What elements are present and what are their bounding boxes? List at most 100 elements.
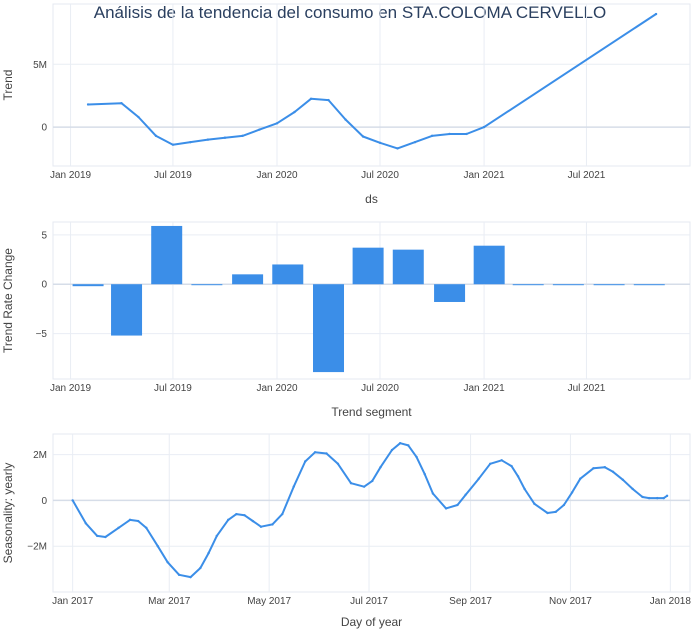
data-point	[336, 462, 340, 465]
bar	[151, 225, 183, 285]
bar	[593, 284, 625, 286]
x-tick-label: Jan 2020	[256, 170, 298, 181]
series-line	[87, 13, 658, 150]
bar	[111, 284, 143, 336]
data-point	[665, 494, 669, 498]
data-point	[611, 470, 615, 473]
x-tick-label: Jul 2017	[350, 596, 388, 607]
bar	[473, 245, 505, 285]
data-point	[464, 493, 467, 496]
data-point	[510, 464, 513, 468]
data-point	[546, 511, 549, 515]
x-tick-label: Jan 2019	[50, 383, 92, 394]
data-point	[662, 496, 665, 500]
data-point	[104, 535, 107, 539]
x-tick-label: Jul 2021	[568, 383, 606, 394]
data-point	[71, 499, 74, 502]
data-point	[207, 551, 210, 555]
bar	[313, 284, 345, 373]
data-point	[189, 575, 192, 579]
x-tick-label: Jul 2020	[361, 383, 399, 394]
y-tick-label: 0	[41, 123, 47, 134]
bar	[512, 284, 544, 286]
data-point	[154, 134, 158, 138]
data-point	[533, 502, 536, 506]
data-point	[448, 132, 451, 136]
panel-2: Jan 2019 Jul 2019 Jan 2020 Jul 2020 Jan 2021…	[1, 221, 691, 419]
y-axis-title: Seasonality: yearly	[1, 463, 15, 564]
data-point	[456, 503, 459, 507]
data-point	[621, 478, 625, 481]
data-point	[117, 526, 120, 530]
x-tick-label: Jul 2021	[568, 170, 606, 181]
data-point	[223, 136, 227, 139]
data-point	[654, 12, 658, 16]
data-point	[523, 487, 526, 491]
data-point	[313, 451, 317, 454]
data-point	[398, 441, 402, 445]
y-tick-label: −5	[36, 329, 48, 340]
bar	[434, 284, 466, 302]
bar	[232, 274, 264, 285]
x-axis-title: Day of year	[341, 615, 402, 629]
data-point	[137, 115, 140, 119]
y-axis-title: Trend	[1, 70, 15, 101]
x-tick-label: Jan 2021	[464, 383, 506, 394]
data-point	[281, 512, 284, 516]
data-point	[136, 519, 140, 523]
x-tick-label: Nov 2017	[549, 596, 592, 607]
data-point	[271, 523, 274, 526]
data-point	[215, 534, 218, 538]
data-point	[489, 462, 492, 465]
data-point	[378, 141, 382, 144]
x-tick-label: Jan 2018	[650, 596, 692, 607]
y-tick-label: 5	[41, 230, 47, 241]
x-tick-label: Mar 2017	[148, 596, 191, 607]
data-point	[407, 444, 410, 447]
data-point	[562, 503, 566, 507]
x-tick-label: Sep 2017	[449, 596, 492, 607]
data-point	[423, 472, 426, 476]
x-axis-title: ds	[365, 192, 378, 206]
bar	[72, 284, 104, 287]
data-point	[241, 134, 244, 138]
data-point	[647, 496, 651, 500]
data-point	[362, 485, 366, 488]
series-line	[71, 442, 669, 579]
data-point	[554, 510, 557, 514]
data-point	[431, 492, 435, 495]
data-point	[477, 477, 480, 480]
data-point	[177, 573, 181, 577]
bar	[633, 284, 665, 286]
data-point	[579, 477, 582, 480]
data-point	[603, 466, 607, 469]
x-tick-label: Jan 2020	[256, 383, 298, 394]
chart-title: Análisis de la tendencia del consumo en …	[94, 3, 606, 22]
data-point	[390, 448, 394, 452]
plot-frame	[52, 433, 691, 593]
x-tick-label: Jan 2017	[52, 596, 94, 607]
data-point	[415, 455, 418, 459]
x-tick-label: Jul 2020	[361, 170, 399, 181]
data-point	[349, 482, 353, 485]
data-point	[482, 125, 486, 129]
x-tick-label: Jan 2019	[50, 170, 92, 181]
data-point	[379, 466, 382, 469]
data-point	[145, 526, 148, 530]
data-point	[641, 495, 644, 499]
plot-frame	[52, 3, 691, 167]
panel-3: Jan 2017 Mar 2017 May 2017 Jul 2017 Sep 2017…	[1, 433, 692, 629]
data-point	[396, 147, 399, 150]
data-point	[251, 519, 254, 523]
data-point	[86, 103, 90, 106]
y-tick-label: 0	[41, 496, 47, 507]
y-tick-label: 5M	[33, 60, 47, 71]
y-tick-label: 2M	[33, 450, 47, 461]
data-point	[325, 452, 328, 455]
data-point	[309, 97, 313, 101]
data-point	[430, 134, 434, 138]
data-point	[516, 475, 520, 478]
data-point	[258, 128, 261, 131]
data-point	[327, 98, 330, 102]
data-point	[206, 138, 210, 141]
